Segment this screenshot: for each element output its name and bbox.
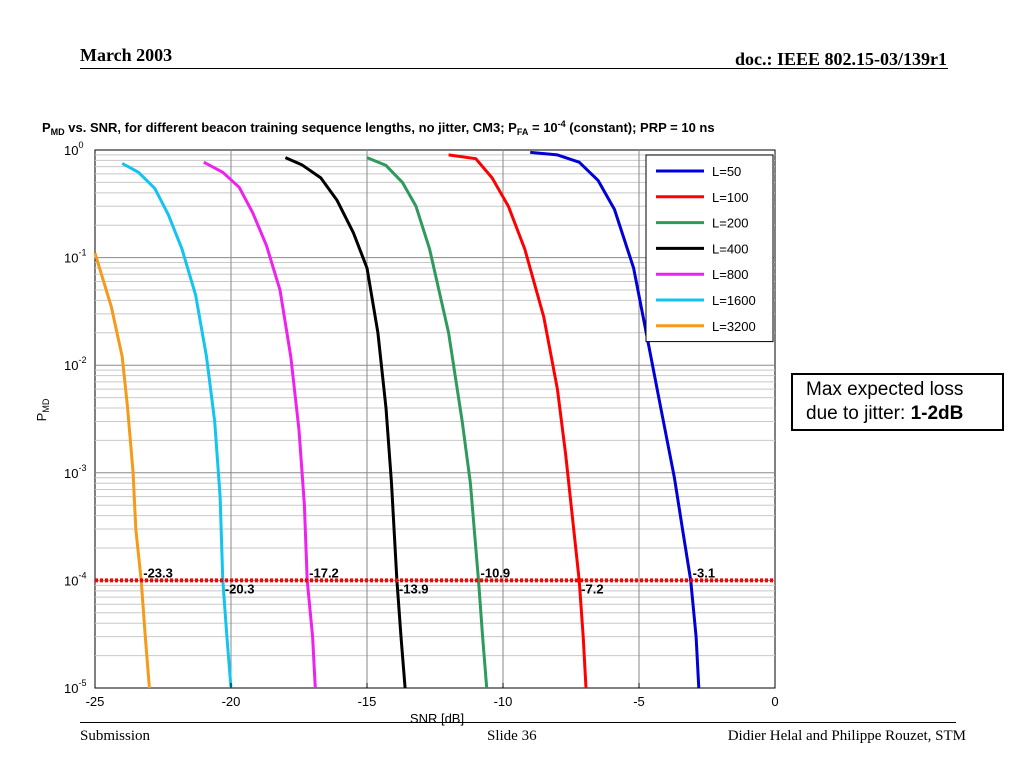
- legend-label: L=100: [712, 190, 749, 205]
- series-line-l-200: [366, 156, 489, 689]
- series-line-l-3200: [93, 252, 151, 689]
- callout-line-2-value: 1-2dB: [910, 403, 964, 424]
- annotation-label: -23.3: [143, 565, 173, 580]
- y-tick-labels: 100 10-1 10-2 10-3 10-4 10-5: [64, 140, 86, 696]
- y-tick-label: 10-5: [64, 678, 86, 696]
- header-divider: [80, 68, 948, 69]
- y-tick-label: 10-2: [64, 355, 86, 373]
- chart-title: PMD vs. SNR, for different beacon traini…: [42, 119, 715, 137]
- series-line-l-800: [203, 160, 317, 689]
- callout-line-2: due to jitter: 1-2dB: [806, 402, 1002, 426]
- legend-label: L=50: [712, 164, 741, 179]
- legend-label: L=1600: [712, 293, 756, 308]
- legend-label: L=400: [712, 241, 749, 256]
- chart-legend: L=50 L=100 L=200 L=400 L=800 L=1600 L=3200: [645, 154, 774, 343]
- series-line-l-100: [448, 153, 588, 689]
- footer-slide-number: Slide 36: [487, 728, 537, 744]
- y-axis-label: PMD: [34, 398, 51, 421]
- annotation-label: -7.2: [581, 581, 603, 596]
- series-line-l-1600: [121, 162, 233, 689]
- chart-annotations: -23.3 -20.3 -17.2 -13.9 -10.9 -7.2 -3.1: [143, 565, 715, 596]
- series-line-l-400: [284, 156, 407, 689]
- footer-authors: Didier Helal and Philippe Rouzet, STM: [727, 728, 966, 744]
- annotation-label: -17.2: [309, 565, 339, 580]
- annotation-label: -20.3: [225, 581, 255, 596]
- x-tick-label: -5: [633, 694, 645, 709]
- x-axis-label: SNR [dB]: [410, 711, 464, 726]
- legend-label: L=200: [712, 216, 749, 231]
- header-doc-id: doc.: IEEE 802.15-03/139r1: [734, 49, 947, 69]
- callout-line-1: Max expected loss: [806, 379, 964, 400]
- y-tick-label: 10-3: [64, 463, 86, 481]
- legend-label: L=800: [712, 267, 749, 282]
- x-tick-label: -25: [86, 694, 105, 709]
- annotation-label: -10.9: [481, 565, 511, 580]
- y-tick-label: 10-1: [64, 248, 86, 266]
- x-tick-label: -20: [222, 694, 241, 709]
- annotation-label: -3.1: [693, 565, 715, 580]
- x-tick-label: -10: [494, 694, 513, 709]
- jitter-callout: Max expected loss due to jitter: 1-2dB: [791, 373, 1004, 431]
- legend-label: L=3200: [712, 319, 756, 334]
- y-tick-label: 100: [64, 140, 83, 158]
- header-date: March 2003: [80, 45, 173, 65]
- callout-line-2-prefix: due to jitter:: [806, 403, 911, 424]
- y-tick-label: 10-4: [64, 570, 86, 588]
- x-tick-label: 0: [771, 694, 778, 709]
- footer-divider: [80, 722, 956, 723]
- annotation-label: -13.9: [399, 581, 429, 596]
- footer-submission: Submission: [80, 728, 151, 744]
- x-tick-label: -15: [358, 694, 377, 709]
- x-tick-labels: -25 -20 -15 -10 -5 0: [86, 683, 779, 709]
